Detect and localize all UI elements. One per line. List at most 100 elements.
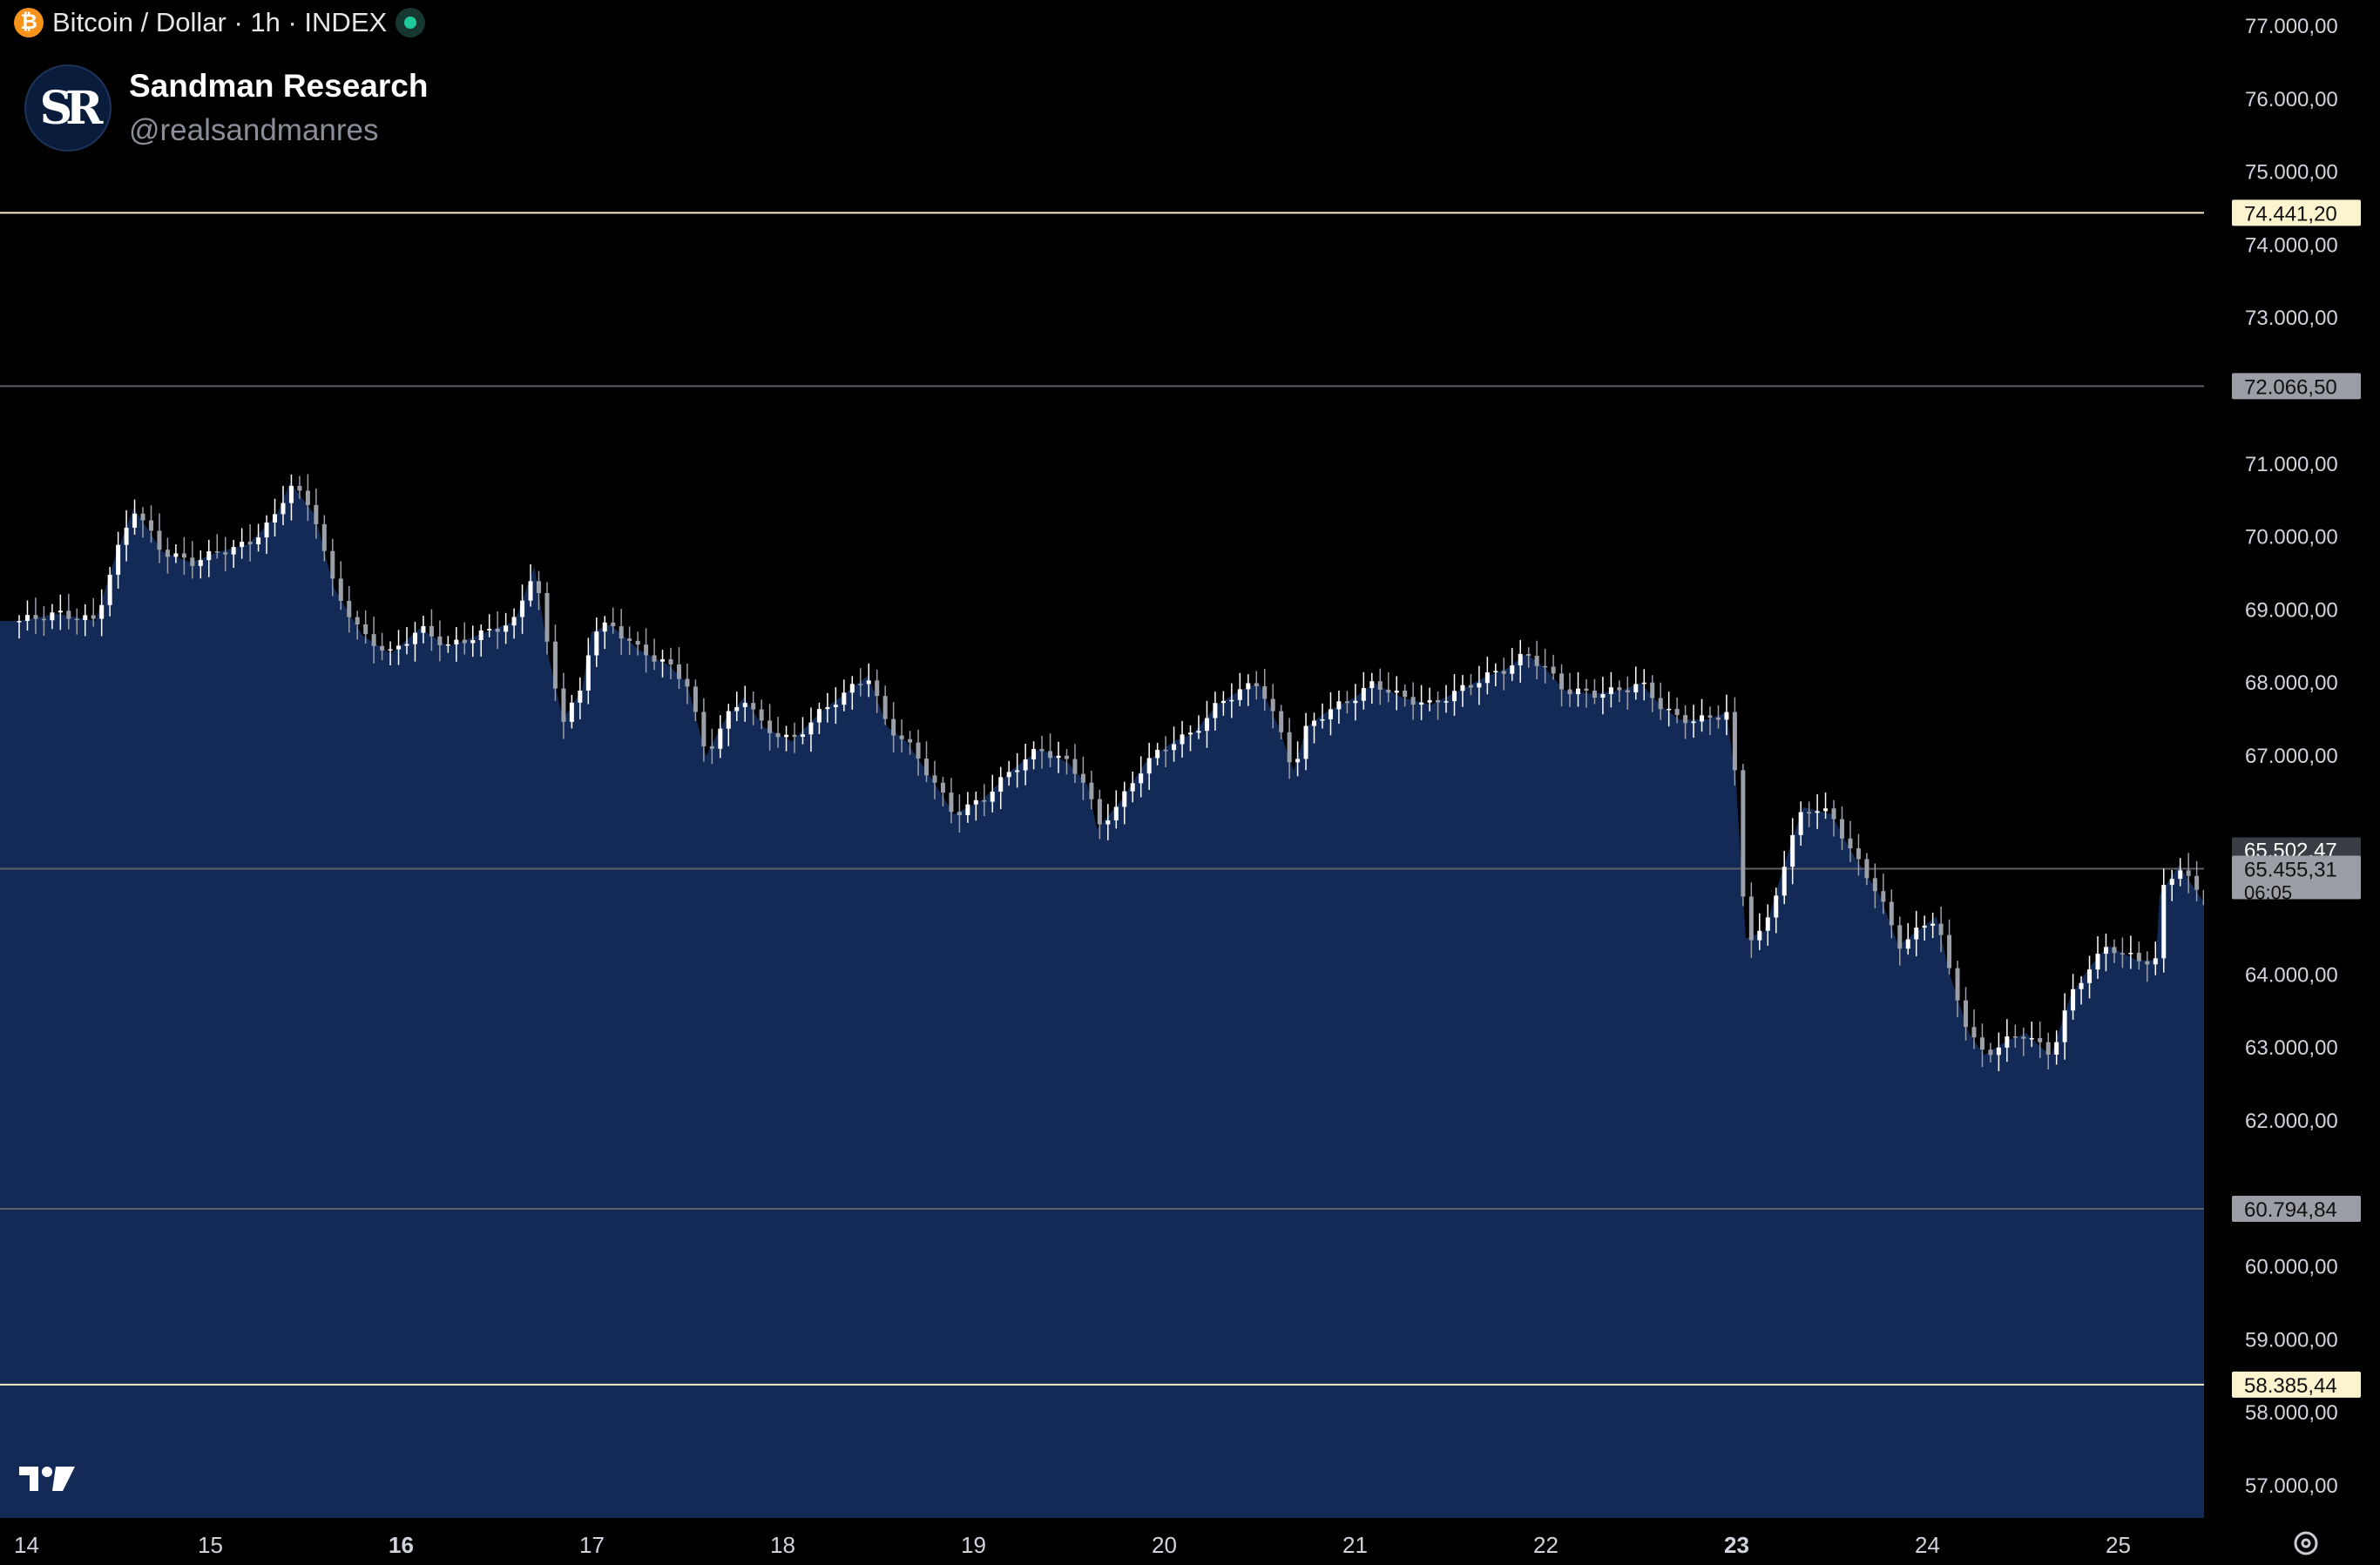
candle-body <box>660 659 666 662</box>
candle-body <box>792 734 797 738</box>
candle-body <box>281 503 286 515</box>
time-axis[interactable]: 14 15 16 17 18 19 20 21 22 23 24 25 <box>0 1518 2380 1565</box>
candle-body <box>2145 961 2150 965</box>
candle-body <box>866 680 871 685</box>
candle-body <box>1163 749 1168 752</box>
candle-body <box>1608 687 1613 694</box>
candle-body <box>1964 1000 1969 1028</box>
candle-body <box>1914 928 1919 940</box>
candle-body <box>2038 1037 2043 1042</box>
candle-body <box>1518 653 1523 666</box>
candle-body <box>1559 673 1565 690</box>
candle-body <box>264 522 269 538</box>
candle-body <box>2029 1037 2034 1040</box>
candle-body <box>908 739 913 743</box>
candle-body <box>1971 1027 1977 1038</box>
candle-body <box>2071 988 2076 1011</box>
candle-body <box>1427 699 1432 703</box>
candle-body <box>1187 732 1193 735</box>
candle-body <box>1386 689 1391 693</box>
candle-body <box>932 775 937 783</box>
y-tick-label: 59.000,00 <box>2245 1328 2338 1352</box>
y-tick-label: 67.000,00 <box>2245 745 2338 768</box>
candle-body <box>504 625 509 632</box>
y-tick-label: 70.000,00 <box>2245 526 2338 550</box>
candle-body <box>297 485 302 491</box>
candle-body <box>561 688 566 722</box>
candle-body <box>1765 917 1770 931</box>
candle-body <box>1774 895 1779 918</box>
y-tick-label: 60.000,00 <box>2245 1256 2338 1279</box>
candle-body <box>1015 770 1020 772</box>
candle-body <box>33 615 38 619</box>
candle-body <box>1105 820 1111 825</box>
candle-body <box>2045 1042 2051 1055</box>
symbol-header[interactable]: ₿ Bitcoin / Dollar · 1h · INDEX <box>14 7 426 38</box>
candle-body <box>2169 879 2174 886</box>
candle-body <box>338 578 343 601</box>
candle-body <box>1839 819 1844 839</box>
candle-body <box>726 711 731 729</box>
candle-body <box>273 514 278 523</box>
candle-body <box>1320 718 1325 721</box>
candle-body <box>1823 808 1829 812</box>
candle-body <box>924 759 930 776</box>
candle-body <box>1856 848 1861 860</box>
candle-body <box>363 624 368 635</box>
candle-body <box>1551 666 1556 674</box>
x-tick-label: 15 <box>198 1532 223 1558</box>
candle-body <box>1353 700 1358 704</box>
candle-body <box>1270 698 1275 712</box>
candle-body <box>668 659 673 664</box>
tradingview-logo-icon[interactable] <box>17 1463 77 1499</box>
candle-body <box>41 618 46 621</box>
candle-body <box>1905 939 1910 949</box>
candle-body <box>1674 708 1680 716</box>
candle-body <box>2153 958 2158 965</box>
candle-body <box>83 615 88 620</box>
candle-body <box>1279 711 1284 732</box>
candle-body <box>288 485 294 503</box>
candle-body <box>1295 759 1301 763</box>
candle-body <box>594 631 599 656</box>
candle-body <box>1419 702 1424 705</box>
candle-body <box>775 732 781 738</box>
price-area <box>0 482 2238 1518</box>
candle-body <box>2054 1042 2059 1055</box>
y-tick-label: 62.000,00 <box>2245 1110 2338 1133</box>
candle-body <box>990 791 995 802</box>
price-tag <box>2232 1371 2361 1398</box>
y-tick-label: 74.000,00 <box>2245 233 2338 257</box>
price-axis[interactable]: 77.000,00 76.000,00 75.000,00 74.000,00 73.0… <box>2204 0 2380 1565</box>
y-tick-label: 71.000,00 <box>2245 453 2338 476</box>
candle-body <box>1122 791 1127 807</box>
candle-body <box>1468 685 1473 688</box>
candle-body <box>1262 685 1268 699</box>
candle-body <box>2178 870 2183 880</box>
candle-body <box>1213 703 1218 718</box>
candle-body <box>2005 1036 2010 1048</box>
candle-body <box>957 812 962 816</box>
price-tag <box>2232 199 2361 226</box>
candle-body <box>429 625 434 637</box>
candle-body <box>1988 1049 1993 1056</box>
x-tick-label: 16 <box>389 1532 414 1558</box>
candle-body <box>1748 896 1754 941</box>
candle-body <box>552 641 558 689</box>
candle-body <box>1864 859 1870 879</box>
candle-body <box>173 553 179 557</box>
x-tick-label: 17 <box>579 1532 605 1558</box>
candle-body <box>1328 709 1333 719</box>
area-fill-layer <box>0 482 2238 1518</box>
gear-icon[interactable] <box>2291 1528 2321 1562</box>
candle-body <box>808 722 814 735</box>
candle-body <box>1576 688 1581 695</box>
candle-body <box>1633 684 1639 693</box>
candle-body <box>611 622 616 627</box>
candle-body <box>1807 812 1812 814</box>
candle-body <box>1872 878 1877 892</box>
candle-body <box>2120 953 2125 955</box>
candle-body <box>528 581 533 601</box>
candle-body <box>116 544 121 575</box>
